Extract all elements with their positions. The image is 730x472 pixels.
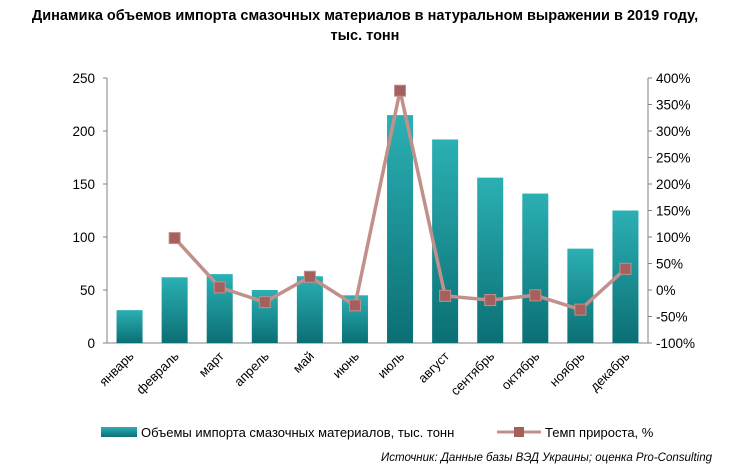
bar bbox=[296, 276, 323, 343]
growth-point bbox=[168, 232, 181, 245]
legend-bar-swatch bbox=[101, 427, 137, 437]
left-tick-label: 0 bbox=[87, 336, 95, 351]
legend-line-marker bbox=[514, 427, 524, 437]
legend-line-label: Темп прироста, % bbox=[545, 425, 654, 440]
bar bbox=[387, 115, 414, 343]
growth-point bbox=[439, 289, 452, 302]
right-tick-label: 200% bbox=[656, 177, 691, 192]
bar bbox=[477, 177, 504, 343]
category-label: март bbox=[196, 348, 227, 379]
left-tick-label: 100 bbox=[72, 230, 95, 245]
category-label: январь bbox=[96, 348, 137, 389]
right-tick-label: 350% bbox=[656, 98, 691, 113]
bar bbox=[116, 310, 143, 343]
left-tick-label: 150 bbox=[72, 177, 95, 192]
growth-point bbox=[394, 84, 407, 97]
category-label: декабрь bbox=[587, 348, 633, 394]
left-tick-label: 250 bbox=[72, 71, 95, 86]
growth-point bbox=[619, 262, 632, 275]
category-label: апрель bbox=[231, 348, 272, 389]
left-tick-label: 200 bbox=[72, 124, 95, 139]
growth-point bbox=[484, 294, 497, 307]
legend-bar-label: Объемы импорта смазочных материалов, тыс… bbox=[141, 425, 454, 440]
source-note: Источник: Данные базы ВЭД Украины; оценк… bbox=[381, 452, 712, 464]
right-tick-label: 400% bbox=[656, 71, 691, 86]
chart-title-line2: тыс. тонн bbox=[330, 28, 400, 44]
right-tick-label: -100% bbox=[656, 336, 695, 351]
category-label: май bbox=[290, 349, 317, 376]
category-label: февраль bbox=[133, 348, 182, 397]
right-tick-label: 50% bbox=[656, 257, 683, 272]
category-label: июль bbox=[375, 348, 408, 381]
right-tick-label: 150% bbox=[656, 204, 691, 219]
right-tick-label: 0% bbox=[656, 283, 676, 298]
bar bbox=[522, 193, 549, 343]
right-tick-label: -50% bbox=[656, 310, 688, 325]
bar bbox=[432, 139, 459, 343]
bar bbox=[567, 248, 594, 343]
category-label: октябрь bbox=[498, 348, 542, 392]
growth-point bbox=[529, 289, 542, 302]
growth-point bbox=[258, 296, 271, 309]
right-tick-label: 300% bbox=[656, 124, 691, 139]
growth-point bbox=[574, 303, 587, 316]
category-label: август bbox=[415, 348, 452, 385]
chart-title: Динамика объемов импорта смазочных матер… bbox=[0, 6, 730, 46]
right-tick-label: 100% bbox=[656, 230, 691, 245]
growth-point bbox=[348, 299, 361, 312]
bar bbox=[161, 277, 188, 343]
chart-title-line1: Динамика объемов импорта смазочных матер… bbox=[31, 8, 699, 24]
category-label: ноябрь bbox=[547, 348, 588, 389]
growth-point bbox=[303, 270, 316, 283]
right-tick-label: 250% bbox=[656, 151, 691, 166]
left-tick-label: 50 bbox=[80, 283, 95, 298]
growth-point bbox=[213, 281, 226, 294]
category-label: сентябрь bbox=[448, 348, 498, 398]
category-label: июнь bbox=[330, 348, 363, 381]
